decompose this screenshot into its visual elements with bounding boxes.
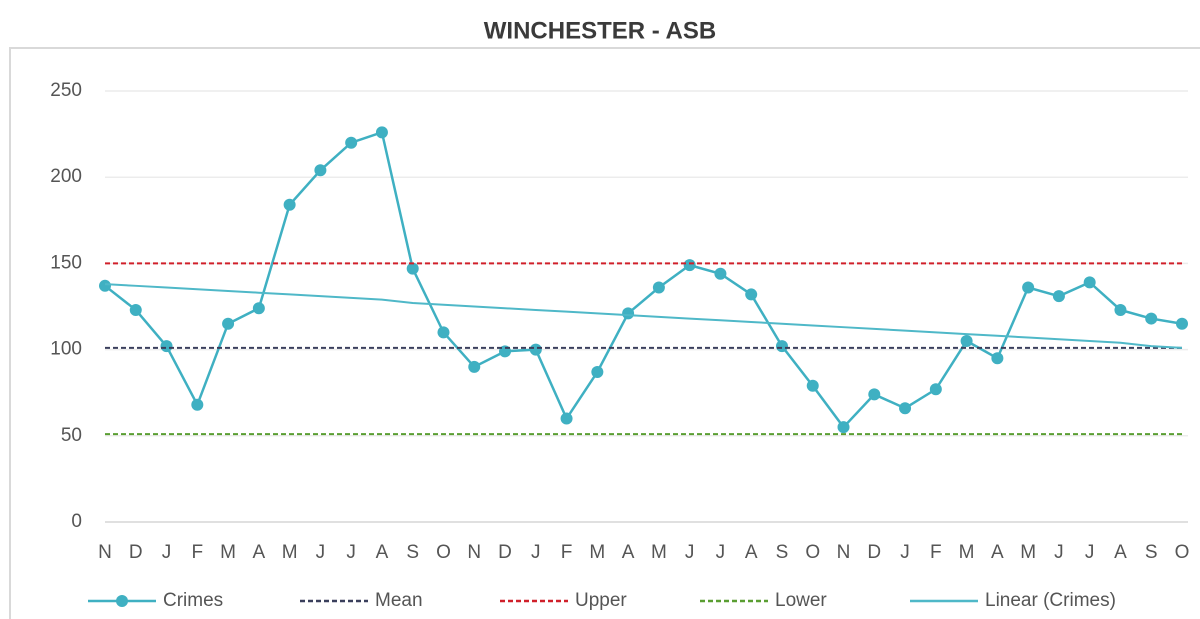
data-point [191,398,204,411]
legend-label: Linear (Crimes) [985,590,1116,611]
x-tick-label: J [716,542,726,563]
series-line [104,283,1183,349]
x-tick-label: J [162,542,172,563]
x-tick-label: J [346,542,356,563]
data-point [806,379,819,392]
legend-label: Mean [375,590,423,611]
x-tick-label: N [837,542,851,563]
legend-label: Lower [775,590,827,611]
x-tick-label: D [498,542,512,563]
x-tick-label: M [282,542,298,563]
data-point [591,366,604,379]
data-point [868,388,881,401]
x-tick-label: J [685,542,695,563]
x-tick-label: N [98,542,112,563]
x-tick-label: S [1145,542,1158,563]
x-tick-label: S [406,542,419,563]
data-point [1114,303,1127,316]
x-tick-label: J [900,542,910,563]
x-tick-label: J [1054,542,1064,563]
data-point [406,262,419,275]
x-tick-label: A [991,542,1004,563]
data-point [252,302,265,315]
x-tick-label: J [316,542,326,563]
y-tick-label: 200 [50,166,82,187]
x-tick-label: J [531,542,541,563]
data-point [99,279,111,292]
y-tick-label: 150 [50,252,82,273]
x-tick-label: N [467,542,481,563]
x-tick-label: D [867,542,881,563]
data-point [468,360,481,373]
y-tick-label: 100 [50,339,82,360]
data-point [314,164,327,177]
legend-label: Upper [575,590,627,611]
data-point [714,267,727,280]
y-tick-label: 0 [71,511,82,532]
x-tick-label: M [959,542,975,563]
x-tick-label: O [436,542,451,563]
x-tick-label: A [622,542,635,563]
x-tick-label: F [561,542,573,563]
data-point [837,421,850,434]
x-tick-label: J [1085,542,1095,563]
data-point [283,198,296,211]
data-point [745,288,758,301]
chart-title: WINCHESTER - ASB [484,17,716,44]
x-tick-label: A [1114,542,1127,563]
data-point [1083,276,1096,289]
x-tick-label: S [776,542,789,563]
y-tick-label: 50 [61,425,82,446]
x-tick-label: A [745,542,758,563]
data-point [437,326,450,339]
x-tick-label: D [129,542,143,563]
x-tick-label: A [253,542,266,563]
data-point [652,281,665,294]
y-tick-label: 250 [50,80,82,101]
x-tick-label: F [192,542,204,563]
x-tick-label: O [805,542,820,563]
x-tick-label: M [651,542,667,563]
data-point [1176,317,1188,330]
legend-marker [116,595,128,607]
x-tick-label: M [1020,542,1036,563]
x-tick-label: A [376,542,389,563]
data-point [622,307,635,320]
data-point [1022,281,1035,294]
data-point [529,343,542,356]
series-line [104,130,1183,430]
data-point [929,383,942,396]
data-point [683,259,696,272]
data-point [1145,312,1158,325]
data-point [960,334,973,347]
x-tick-label: M [220,542,236,563]
data-point [775,340,788,353]
data-point [375,126,388,139]
chart-frame [9,47,1200,619]
data-point [1052,290,1065,303]
data-point [222,317,235,330]
data-point [160,340,173,353]
data-point [560,412,573,425]
data-point [345,136,358,149]
x-tick-label: O [1175,542,1190,563]
x-tick-label: F [930,542,942,563]
data-point [991,352,1004,365]
legend-label: Crimes [163,590,223,611]
data-point [129,303,142,316]
x-tick-label: M [589,542,605,563]
data-point [899,402,912,415]
